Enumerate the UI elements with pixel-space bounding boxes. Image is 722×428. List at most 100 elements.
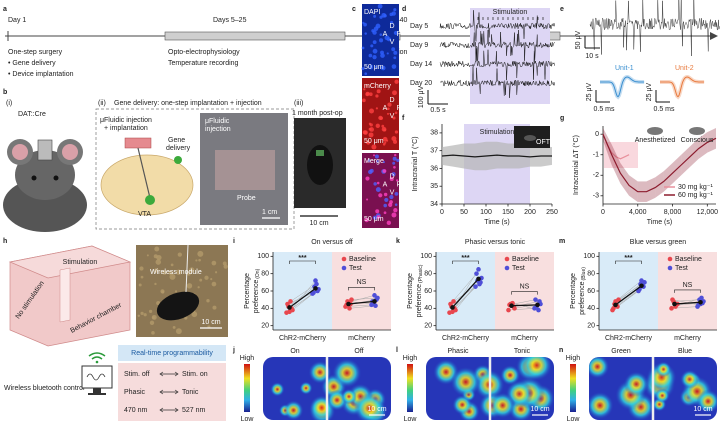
mouse-icon (647, 127, 663, 135)
cell (367, 159, 371, 162)
cell (363, 88, 366, 91)
label: μFluidic injection (100, 117, 152, 124)
cell (362, 21, 365, 24)
cell (370, 44, 374, 48)
y-tick-label: 60 (587, 288, 595, 295)
cell (383, 192, 388, 197)
y-axis-label: Percentage (407, 273, 414, 309)
label: P (397, 181, 402, 188)
label: A (383, 181, 388, 188)
label: Stimulation (493, 9, 528, 16)
bedding (210, 278, 213, 281)
cell (394, 79, 399, 84)
x-tick-label: ChR2-mCherry (442, 335, 490, 342)
cell (393, 30, 398, 36)
bedding (138, 283, 142, 287)
x-tick-label: mCherry (674, 335, 701, 342)
mouse-photo (156, 291, 200, 321)
label: 0.5 s (430, 107, 446, 114)
y-axis-label: Intracranial T (°C) (411, 136, 419, 191)
mean-line (615, 285, 642, 306)
cell (375, 187, 381, 193)
label: Unit-1 (615, 65, 634, 72)
label: Conscious (681, 137, 714, 144)
cell (391, 212, 397, 218)
point (372, 293, 377, 298)
label: 25 μV (646, 82, 653, 101)
cell (394, 153, 397, 157)
bedding (172, 325, 176, 329)
label: injection (205, 126, 231, 133)
sig-bracket (615, 260, 642, 264)
panel-label: c (352, 6, 356, 13)
y-tick-label: -1 (593, 152, 599, 159)
bedding (197, 286, 200, 289)
label: V (390, 189, 395, 196)
x-tick-label: 4,000 (629, 209, 647, 216)
x-tick-label: 0 (440, 209, 444, 216)
label: 100 μV (418, 86, 425, 109)
label: 50 μm (364, 64, 384, 71)
cell (376, 160, 379, 163)
point (613, 299, 618, 304)
cell (392, 156, 397, 161)
panel-label: n (559, 347, 563, 354)
heat-blob (589, 391, 614, 420)
cell (387, 107, 390, 111)
label: Unit-2 (675, 65, 694, 72)
label: Wireless bluetooth control (4, 385, 85, 392)
significance: *** (624, 255, 632, 262)
legend-label: Test (675, 265, 688, 272)
point (477, 281, 482, 287)
label: Real-time programmability (131, 350, 213, 357)
label: V (390, 113, 395, 120)
cell (386, 112, 390, 115)
y-tick-label: 35 (430, 183, 438, 190)
sig-bracket (289, 260, 316, 264)
cell (374, 154, 379, 159)
cell (368, 132, 374, 138)
y-tick-label: 80 (587, 271, 595, 278)
bedding (197, 250, 204, 257)
legend-label: 60 mg kg⁻¹ (678, 192, 713, 199)
bedding (198, 258, 201, 262)
cell (388, 202, 393, 207)
bedding (177, 252, 182, 257)
label: D (389, 173, 394, 180)
label: 10 cm (367, 406, 386, 413)
cell (391, 47, 396, 52)
point (512, 306, 517, 311)
cell (391, 11, 396, 16)
line (441, 154, 552, 158)
label: 0.5 ms (653, 106, 675, 113)
trace (439, 10, 555, 42)
y-tick-label: -2 (593, 172, 599, 179)
y-tick-label: 0 (595, 131, 599, 138)
point (448, 301, 453, 307)
label: (iii) (294, 100, 303, 107)
point (287, 309, 292, 315)
bedding (211, 260, 217, 266)
mean-point (535, 302, 540, 308)
table-header (118, 345, 226, 361)
cell (382, 161, 385, 164)
bedding (154, 246, 160, 252)
timeline-phase (164, 31, 346, 41)
cell (392, 90, 397, 96)
point (699, 295, 704, 301)
cell (393, 50, 398, 55)
wifi (88, 352, 106, 360)
cell (393, 8, 397, 12)
anesthesia-shade (604, 142, 638, 168)
x-tick-label: 100 (480, 209, 492, 216)
cell (361, 46, 365, 50)
implant-photo (316, 150, 324, 156)
bedding (189, 267, 195, 273)
label: 0.5 ms (593, 106, 615, 113)
y-tick-label: 60 (261, 288, 269, 295)
legend-label: 30 mg kg⁻¹ (678, 184, 713, 191)
y-tick-label: 80 (261, 271, 269, 278)
point (314, 281, 319, 287)
photo-detail (215, 150, 275, 190)
